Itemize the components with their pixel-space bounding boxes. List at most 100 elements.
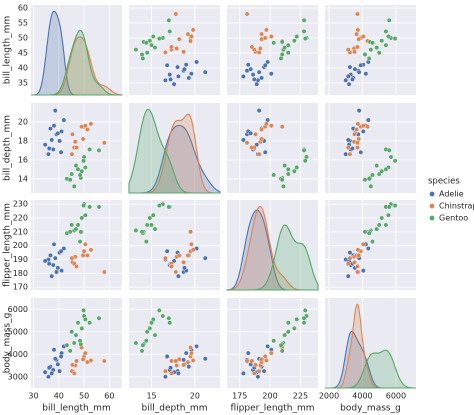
point — [202, 69, 208, 75]
point — [245, 62, 251, 68]
point — [81, 158, 86, 164]
point — [368, 183, 374, 189]
point — [345, 273, 351, 279]
legend-marker — [429, 215, 435, 221]
point — [81, 307, 86, 313]
point — [133, 340, 139, 346]
point — [162, 368, 168, 374]
point — [355, 264, 360, 269]
point — [70, 131, 75, 137]
point — [248, 66, 254, 72]
point — [48, 252, 53, 258]
point — [173, 358, 179, 364]
legend-marker — [429, 203, 435, 209]
point — [49, 273, 55, 279]
kde — [31, 29, 122, 96]
point — [67, 348, 73, 354]
point — [354, 31, 360, 37]
point — [79, 325, 85, 331]
point — [352, 259, 357, 265]
point — [101, 358, 107, 364]
point — [259, 127, 264, 132]
y-tick-label: 4000 — [8, 350, 28, 359]
point — [259, 356, 264, 362]
point — [64, 342, 70, 348]
x-tick-label: 40 — [54, 392, 64, 401]
y-tick-label: 220 — [13, 214, 28, 223]
point — [294, 34, 300, 39]
point — [370, 40, 375, 46]
point — [202, 255, 208, 261]
point — [87, 147, 93, 152]
point — [80, 252, 86, 258]
point — [188, 350, 194, 356]
point — [156, 307, 162, 313]
point — [355, 247, 361, 253]
point — [262, 62, 268, 68]
panel — [129, 5, 220, 95]
point — [59, 268, 64, 274]
point — [355, 11, 360, 17]
point — [84, 252, 90, 258]
point — [301, 320, 307, 326]
point — [392, 36, 398, 41]
point — [343, 151, 349, 157]
point — [152, 45, 158, 50]
point — [169, 44, 174, 50]
point — [49, 137, 55, 143]
point — [347, 151, 353, 157]
point — [386, 147, 392, 153]
point — [175, 273, 181, 279]
point — [255, 374, 261, 380]
point — [152, 332, 158, 338]
point — [185, 31, 191, 37]
point — [57, 368, 62, 374]
x-tick-label: 175 — [232, 392, 247, 401]
point — [285, 329, 291, 335]
point — [279, 52, 285, 57]
point — [279, 124, 285, 130]
point — [55, 265, 61, 271]
point — [69, 329, 75, 335]
point — [171, 81, 177, 87]
point — [365, 117, 371, 123]
x-tick-label: 15 — [146, 392, 156, 401]
point — [256, 368, 262, 374]
point — [194, 59, 200, 65]
point — [176, 252, 182, 258]
point — [291, 325, 297, 331]
point — [54, 269, 59, 275]
point — [388, 154, 394, 160]
point — [42, 369, 48, 375]
point — [379, 168, 385, 174]
point — [143, 40, 149, 46]
point — [176, 36, 182, 42]
point — [52, 255, 58, 261]
point — [81, 203, 86, 208]
point — [355, 140, 360, 146]
point — [244, 358, 250, 364]
point — [162, 255, 168, 261]
point — [77, 172, 83, 178]
x-tick-label: 50 — [79, 392, 89, 401]
point — [368, 47, 374, 53]
point — [82, 316, 88, 322]
point — [190, 27, 196, 33]
x-tick-label: 60 — [104, 392, 114, 401]
y-axis-title: body_mass_g — [3, 313, 13, 374]
point — [182, 265, 187, 271]
point — [268, 34, 274, 39]
y-tick-label: 35 — [18, 79, 28, 88]
point — [261, 368, 267, 374]
point — [143, 239, 149, 244]
y-tick-label: 55 — [18, 19, 28, 28]
point — [366, 176, 372, 182]
point — [370, 172, 375, 178]
point — [71, 370, 77, 376]
point — [350, 77, 355, 82]
point — [355, 44, 360, 50]
x-tick-label: 200 — [262, 392, 277, 401]
point — [271, 40, 277, 46]
point — [174, 363, 180, 368]
point — [140, 342, 146, 348]
